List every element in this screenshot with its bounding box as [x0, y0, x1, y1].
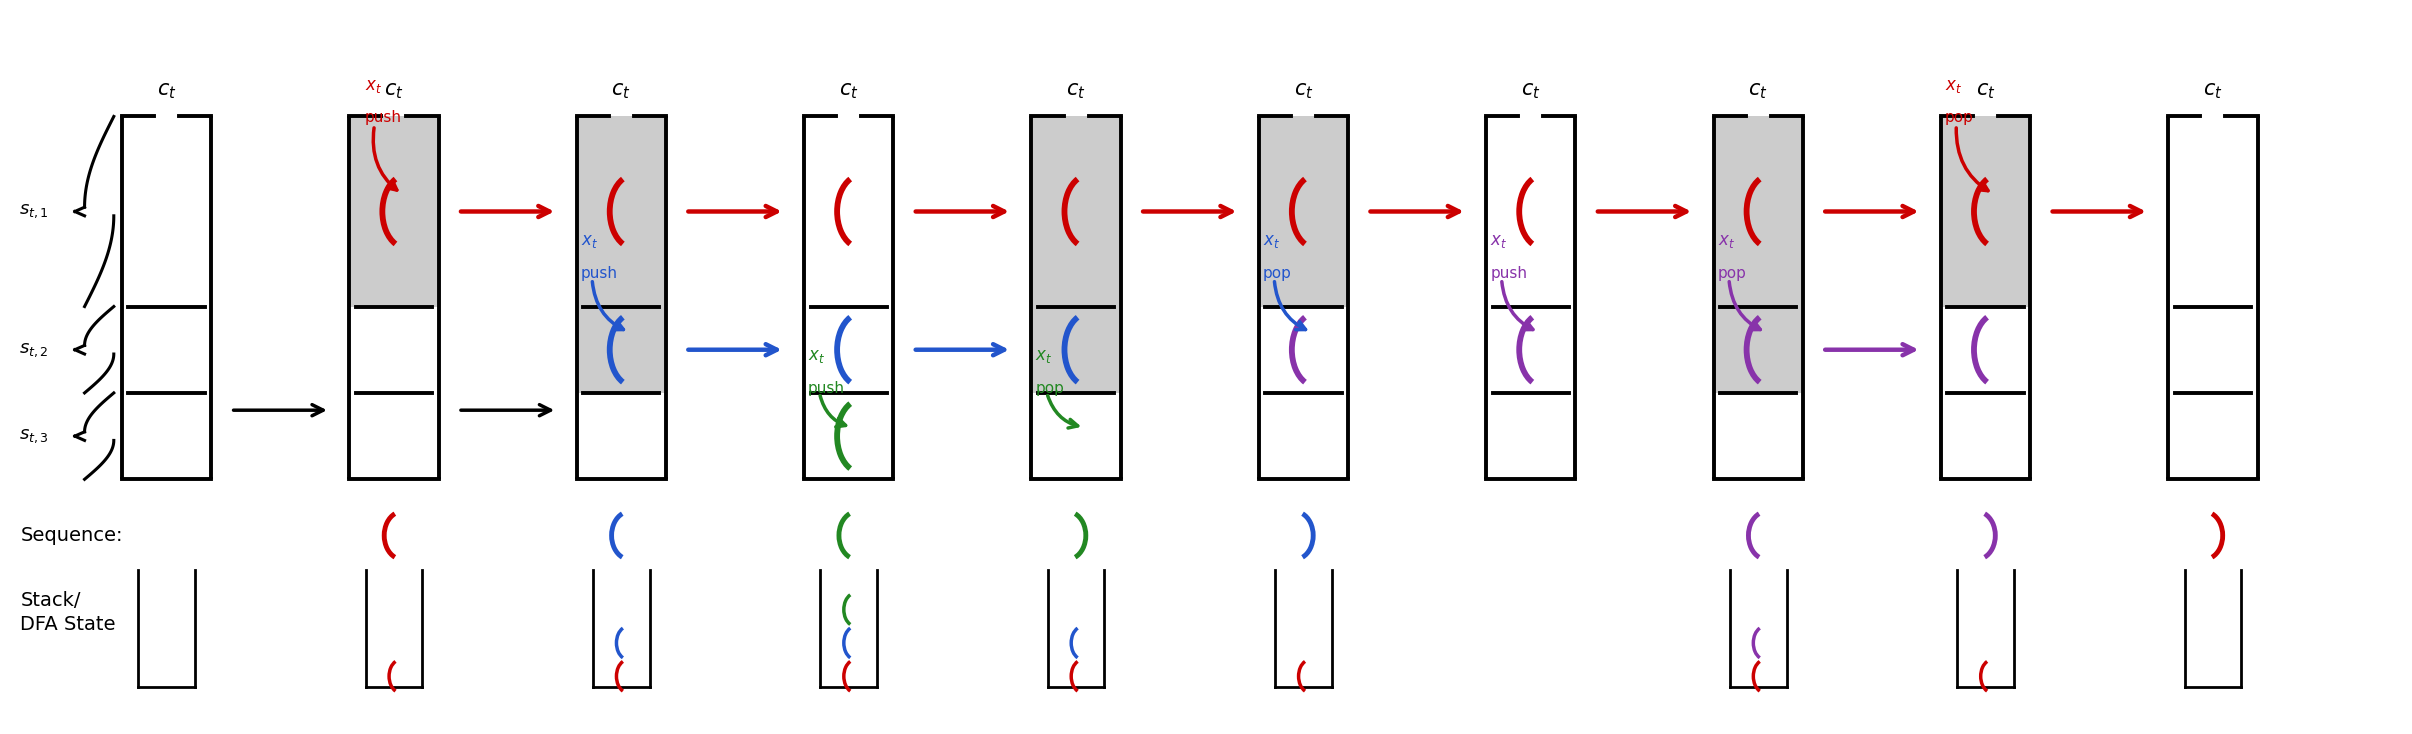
Text: push: push [364, 110, 403, 126]
Text: $c_t$: $c_t$ [1293, 81, 1312, 101]
Bar [1032, 117, 1122, 393]
Text: pop: pop [1264, 266, 1293, 281]
Text: $c_t$: $c_t$ [2202, 81, 2224, 101]
Text: $c_t$: $c_t$ [157, 81, 176, 101]
Text: push: push [581, 266, 617, 281]
Text: pop: pop [1944, 110, 1973, 126]
Bar [1942, 117, 2031, 307]
Text: push: push [808, 381, 844, 396]
Text: $x_t$: $x_t$ [808, 347, 825, 366]
Bar [1713, 117, 1802, 393]
Text: $s_{t,2}$: $s_{t,2}$ [19, 341, 48, 359]
Text: $c_t$: $c_t$ [1975, 81, 1995, 101]
Text: $c_t$: $c_t$ [1749, 81, 1768, 101]
Text: $x_t$: $x_t$ [1944, 77, 1963, 95]
Text: $x_t$: $x_t$ [1717, 233, 1734, 250]
Text: $c_t$: $c_t$ [839, 81, 859, 101]
Text: $c_t$: $c_t$ [384, 81, 403, 101]
Bar [1259, 117, 1348, 307]
Text: $c_t$: $c_t$ [1522, 81, 1541, 101]
Text: $x_t$: $x_t$ [1264, 233, 1281, 250]
Text: $x_t$: $x_t$ [364, 77, 381, 95]
Text: $x_t$: $x_t$ [581, 233, 598, 250]
Text: $s_{t,3}$: $s_{t,3}$ [19, 427, 48, 445]
Text: $c_t$: $c_t$ [1066, 81, 1085, 101]
Text: Stack/: Stack/ [19, 591, 82, 610]
Text: $c_t$: $c_t$ [613, 81, 632, 101]
Text: $s_{t,1}$: $s_{t,1}$ [19, 203, 48, 220]
Bar [576, 117, 666, 393]
Text: DFA State: DFA State [19, 615, 116, 634]
Text: Sequence:: Sequence: [19, 526, 123, 545]
Text: $x_t$: $x_t$ [1491, 233, 1508, 250]
Text: pop: pop [1717, 266, 1746, 281]
Bar [350, 117, 439, 307]
Text: $x_t$: $x_t$ [1035, 347, 1052, 366]
Text: push: push [1491, 266, 1527, 281]
Text: pop: pop [1035, 381, 1064, 396]
